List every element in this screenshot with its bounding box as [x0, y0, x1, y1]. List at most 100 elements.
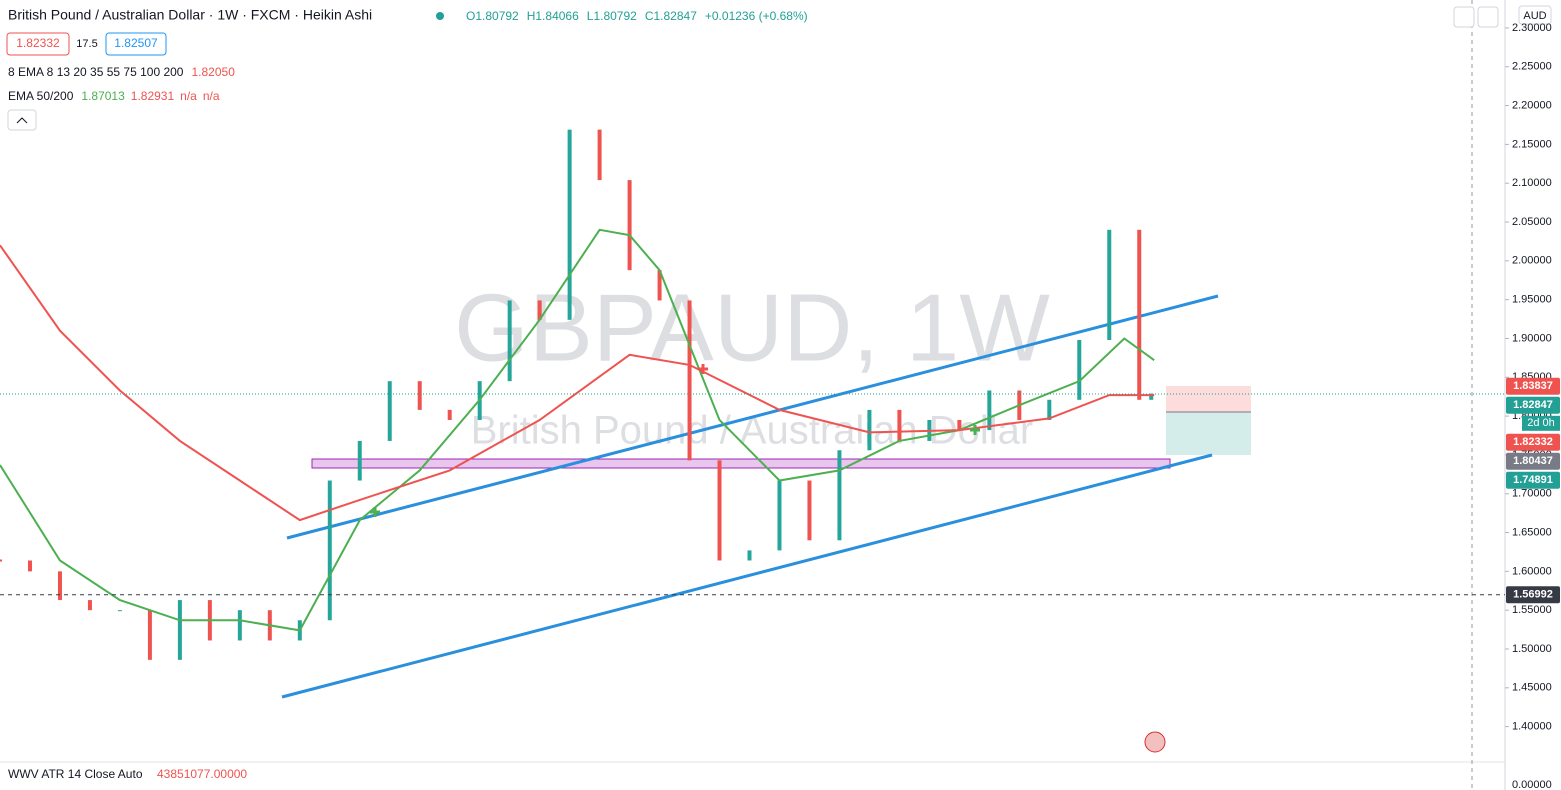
countdown: 2d 0h — [1527, 417, 1555, 429]
candle — [1107, 229, 1112, 341]
price-tag — [1506, 377, 1560, 395]
y-tick-label: 1.40000 — [1512, 721, 1552, 733]
ema-line — [0, 244, 1155, 522]
price-tag-label: 1.83837 — [1513, 380, 1553, 392]
indicator-name: EMA 50/200 — [8, 89, 74, 103]
currency: AUD — [1523, 10, 1546, 22]
y-tick-label: 2.25000 — [1512, 61, 1552, 73]
price-tag — [1506, 433, 1560, 451]
y-tick-label: 2.20000 — [1512, 99, 1552, 111]
price-tag-label: 1.82332 — [1513, 436, 1553, 448]
volume-value: 43851077.00000 — [157, 767, 247, 781]
volume-title: WWV ATR 14 Close Auto — [8, 767, 143, 781]
candle — [777, 480, 782, 551]
stop-zone[interactable] — [1166, 386, 1251, 412]
event-icon[interactable] — [1144, 731, 1166, 753]
candle — [807, 480, 812, 541]
buy-price[interactable]: 1.82507 — [114, 36, 158, 50]
candle — [627, 180, 632, 271]
y-tick-label: 1.70000 — [1512, 488, 1552, 500]
zone-rect[interactable] — [311, 458, 1171, 469]
candle — [657, 270, 662, 301]
candle — [27, 560, 32, 572]
indicator-name: 8 EMA 8 13 20 35 55 75 100 200 — [8, 65, 184, 79]
candle — [687, 300, 692, 461]
ohlc-value: +0.01236 (+0.68%) — [705, 9, 808, 23]
ohlc-value: H1.84066 — [527, 9, 579, 23]
symbol-title: British Pound / Australian Dollar · 1W ·… — [8, 7, 372, 23]
candle — [507, 300, 512, 382]
scroll-button[interactable] — [1453, 6, 1475, 28]
candle — [867, 409, 872, 451]
y-tick-label: 2.05000 — [1512, 216, 1552, 228]
y-tick-label: 1.50000 — [1512, 643, 1552, 655]
price-tag — [1506, 471, 1560, 489]
target-zone[interactable] — [1166, 412, 1251, 455]
candle — [447, 409, 452, 420]
candle — [237, 610, 242, 641]
status-dot — [436, 12, 444, 20]
candle — [327, 480, 332, 621]
sell-button[interactable] — [6, 32, 70, 56]
y-tick-label: 1.55000 — [1512, 604, 1552, 616]
indicator-value: n/a — [180, 89, 197, 103]
indicator-value: 1.87013 — [81, 89, 125, 103]
y-tick-label: 1.90000 — [1512, 332, 1552, 344]
ohlc-value: C1.82847 — [645, 9, 697, 23]
candle — [1149, 393, 1154, 400]
y-tick-label: 2.30000 — [1512, 22, 1552, 34]
candle — [117, 610, 122, 612]
candle — [57, 571, 62, 601]
indicator-value: 1.82931 — [131, 89, 175, 103]
candle — [717, 460, 722, 561]
candle — [567, 129, 572, 320]
candle — [1047, 399, 1052, 420]
price-tag — [1506, 586, 1560, 604]
indicator-value: 1.82050 — [191, 65, 235, 79]
buy-button[interactable] — [105, 32, 167, 56]
ema-line — [0, 228, 1155, 632]
currency-button[interactable] — [1518, 5, 1552, 25]
candle — [357, 440, 362, 481]
candle — [1077, 340, 1082, 400]
candle — [1137, 229, 1142, 400]
y-tick-label: 1.45000 — [1512, 682, 1552, 694]
price-tag-label: 1.80437 — [1513, 455, 1553, 467]
price-tag — [1506, 452, 1560, 470]
indicator-value: n/a — [203, 89, 220, 103]
collapse-button[interactable] — [7, 109, 37, 131]
sell-price[interactable]: 1.82332 — [16, 36, 60, 50]
candle — [747, 550, 752, 561]
candle — [897, 409, 902, 441]
price-tag — [1506, 396, 1560, 414]
volume-axis-label: 0.00000 — [1512, 779, 1552, 790]
candle — [147, 610, 152, 660]
price-tag-label: 1.56992 — [1513, 589, 1553, 601]
candle — [837, 450, 842, 541]
candle — [87, 600, 92, 611]
cross-marker — [698, 364, 708, 374]
candle — [387, 381, 392, 441]
countdown-tag — [1522, 415, 1560, 431]
candle — [957, 419, 962, 431]
y-tick-label: 1.65000 — [1512, 526, 1552, 538]
candle — [417, 381, 422, 410]
ohlc-value: O1.80792 — [466, 9, 519, 23]
spread: 17.5 — [76, 38, 97, 50]
watermark: GBPAUD, 1W — [454, 274, 1050, 381]
y-tick-label: 2.10000 — [1512, 177, 1552, 189]
candle — [537, 300, 542, 320]
price-tag-label: 1.82847 — [1513, 399, 1553, 411]
candle — [597, 129, 602, 181]
trend-line[interactable] — [286, 294, 1219, 540]
y-tick-label: 1.95000 — [1512, 294, 1552, 306]
candle — [177, 600, 182, 660]
price-tag-label: 1.74891 — [1513, 474, 1553, 486]
trend-line[interactable] — [281, 453, 1213, 699]
y-tick-label: 2.00000 — [1512, 255, 1552, 267]
candle — [987, 390, 992, 431]
collapse-icon — [16, 117, 28, 124]
reset-button[interactable] — [1477, 6, 1499, 28]
y-tick-label: 1.60000 — [1512, 565, 1552, 577]
